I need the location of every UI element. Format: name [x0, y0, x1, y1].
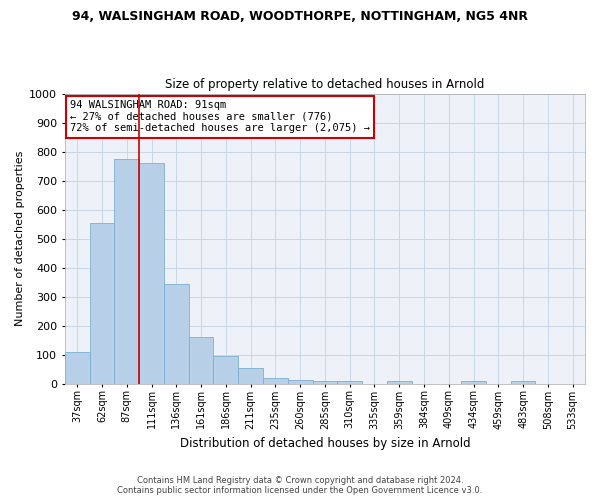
Bar	[337, 381, 362, 384]
Bar	[89, 222, 115, 384]
Bar	[511, 381, 535, 384]
Bar	[313, 381, 337, 384]
Text: 94, WALSINGHAM ROAD, WOODTHORPE, NOTTINGHAM, NG5 4NR: 94, WALSINGHAM ROAD, WOODTHORPE, NOTTING…	[72, 10, 528, 23]
Bar	[461, 381, 486, 384]
Bar	[214, 356, 238, 384]
Text: Contains HM Land Registry data © Crown copyright and database right 2024.
Contai: Contains HM Land Registry data © Crown c…	[118, 476, 482, 495]
Bar	[188, 338, 214, 384]
Bar	[65, 352, 89, 384]
Title: Size of property relative to detached houses in Arnold: Size of property relative to detached ho…	[165, 78, 485, 91]
Bar	[387, 381, 412, 384]
X-axis label: Distribution of detached houses by size in Arnold: Distribution of detached houses by size …	[179, 437, 470, 450]
Bar	[115, 159, 139, 384]
Bar	[139, 163, 164, 384]
Y-axis label: Number of detached properties: Number of detached properties	[15, 151, 25, 326]
Text: 94 WALSINGHAM ROAD: 91sqm
← 27% of detached houses are smaller (776)
72% of semi: 94 WALSINGHAM ROAD: 91sqm ← 27% of detac…	[70, 100, 370, 134]
Bar	[263, 378, 288, 384]
Bar	[238, 368, 263, 384]
Bar	[288, 380, 313, 384]
Bar	[164, 284, 188, 384]
